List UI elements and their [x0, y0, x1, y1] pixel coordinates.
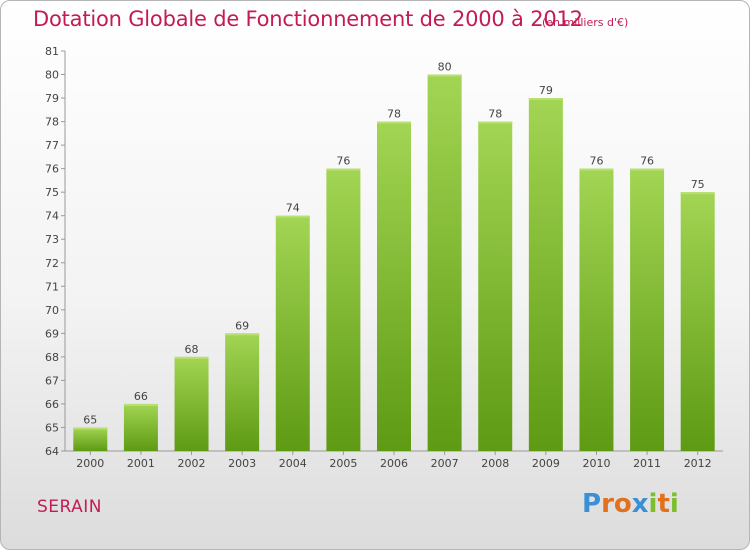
x-tick-label: 2012: [684, 457, 712, 470]
y-tick-label: 78: [45, 116, 59, 129]
bar-top-highlight: [377, 121, 411, 124]
bar-value-label: 68: [185, 343, 199, 356]
y-tick-label: 81: [45, 45, 59, 58]
y-tick-label: 70: [45, 304, 59, 317]
bar: [427, 74, 462, 451]
proxiti-logo[interactable]: Proxiti: [582, 489, 679, 519]
bar-top-highlight: [528, 98, 563, 101]
x-tick-label: 2007: [431, 457, 459, 470]
bar: [275, 215, 310, 451]
logo-letter: i: [648, 489, 658, 519]
bar-value-label: 66: [134, 390, 148, 403]
x-tick-label: 2010: [582, 457, 610, 470]
x-tick-label: 2004: [279, 457, 307, 470]
bar-value-label: 74: [286, 202, 300, 215]
x-tick-label: 2011: [633, 457, 661, 470]
logo-letter: t: [657, 489, 670, 519]
bar-top-highlight: [326, 168, 361, 171]
bar-value-label: 76: [589, 155, 603, 168]
bar-top-highlight: [123, 403, 158, 406]
y-tick-label: 65: [45, 421, 59, 434]
bar-top-highlight: [630, 168, 665, 171]
bar-top-highlight: [680, 192, 715, 195]
bar: [326, 168, 361, 451]
bar-value-label: 80: [438, 61, 452, 74]
bar-value-label: 75: [691, 178, 705, 191]
y-tick-label: 76: [45, 163, 59, 176]
bar-top-highlight: [225, 333, 260, 336]
bar-value-label: 76: [640, 155, 654, 168]
bar-top-highlight: [275, 215, 310, 218]
y-tick-label: 68: [45, 351, 59, 364]
y-tick-label: 69: [45, 327, 59, 340]
bar-value-label: 65: [83, 413, 97, 426]
y-tick-label: 72: [45, 257, 59, 270]
x-tick-label: 2001: [127, 457, 155, 470]
x-tick-label: 2008: [481, 457, 509, 470]
bar-value-label: 78: [387, 108, 401, 121]
bar: [123, 403, 158, 451]
tick-labels: 64 65 66 67 68 69 70 71 72 73 74 75 76 77 78 79 80 81 2000…: [45, 45, 712, 470]
y-tick-label: 71: [45, 280, 59, 293]
y-tick-label: 80: [45, 69, 59, 82]
bar-value-label: 69: [235, 319, 249, 332]
chart-subtitle: (en milliers d'€): [542, 16, 629, 29]
x-tick-label: 2003: [228, 457, 256, 470]
logo-letter: i: [669, 489, 679, 519]
y-tick-label: 66: [45, 398, 59, 411]
y-tick-label: 67: [45, 374, 59, 387]
x-tick-label: 2006: [380, 457, 408, 470]
bar-top-highlight: [174, 356, 209, 359]
bar: [73, 427, 108, 451]
logo-letter: P: [582, 489, 602, 519]
y-tick-label: 74: [45, 210, 59, 223]
y-tick-label: 64: [45, 445, 59, 458]
bar-top-highlight: [73, 427, 108, 430]
bar: [377, 121, 411, 452]
x-tick-label: 2005: [329, 457, 357, 470]
chart-title: Dotation Globale de Fonctionnement de 20…: [33, 7, 583, 31]
x-tick-label: 2009: [532, 457, 560, 470]
y-tick-label: 75: [45, 186, 59, 199]
bar: [630, 168, 665, 451]
logo-letter: x: [631, 489, 649, 519]
bar-value-label: 79: [539, 84, 553, 97]
bar: [680, 192, 715, 452]
bar: [528, 98, 563, 451]
x-tick-label: 2000: [76, 457, 104, 470]
y-tick-label: 73: [45, 233, 59, 246]
value-labels: 65 66 68 69 74 76 78 80 78 79 76 76 75: [83, 61, 704, 427]
bar: [225, 333, 260, 451]
bar-top-highlight: [478, 121, 513, 124]
logo-letter: r: [601, 489, 614, 519]
logo-letter: o: [613, 489, 632, 519]
bars: [73, 74, 715, 452]
bar: [174, 356, 209, 451]
bar: [579, 168, 614, 451]
y-tick-label: 77: [45, 139, 59, 152]
y-tick-label: 79: [45, 92, 59, 105]
bar-top-highlight: [427, 74, 462, 77]
bar: [478, 121, 513, 452]
bar-value-label: 76: [336, 155, 350, 168]
commune-name: SERAIN: [37, 497, 103, 517]
x-tick-label: 2002: [178, 457, 206, 470]
bar-value-label: 78: [488, 108, 502, 121]
bar-top-highlight: [579, 168, 614, 171]
